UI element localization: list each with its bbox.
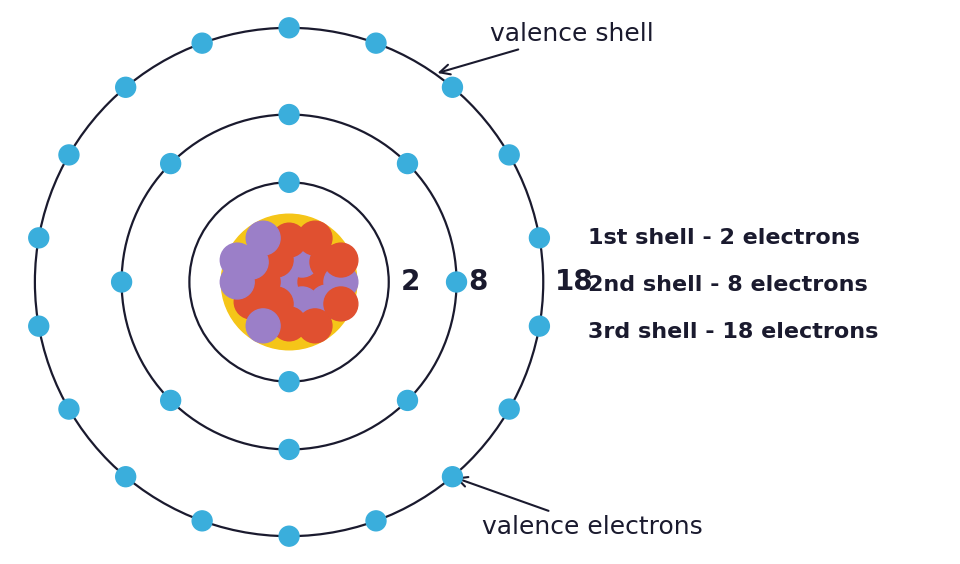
Circle shape bbox=[443, 467, 463, 487]
Text: 1st shell - 2 electrons: 1st shell - 2 electrons bbox=[588, 228, 860, 248]
Circle shape bbox=[324, 265, 358, 299]
Text: valence electrons: valence electrons bbox=[457, 477, 703, 539]
Circle shape bbox=[446, 272, 467, 292]
Circle shape bbox=[192, 33, 212, 53]
Circle shape bbox=[499, 145, 519, 165]
Circle shape bbox=[397, 153, 418, 174]
Circle shape bbox=[298, 221, 332, 255]
Circle shape bbox=[397, 390, 418, 411]
Circle shape bbox=[310, 285, 344, 319]
Circle shape bbox=[59, 399, 79, 419]
Circle shape bbox=[192, 511, 212, 531]
Circle shape bbox=[279, 18, 299, 38]
Circle shape bbox=[222, 214, 357, 350]
Circle shape bbox=[160, 390, 180, 411]
Circle shape bbox=[29, 228, 49, 248]
Circle shape bbox=[285, 287, 319, 321]
Circle shape bbox=[272, 307, 306, 341]
Circle shape bbox=[220, 243, 254, 277]
Circle shape bbox=[111, 272, 132, 292]
Circle shape bbox=[116, 77, 135, 97]
Circle shape bbox=[298, 265, 332, 299]
Circle shape bbox=[246, 221, 280, 255]
Circle shape bbox=[285, 243, 319, 277]
Circle shape bbox=[279, 439, 299, 460]
Circle shape bbox=[160, 153, 180, 174]
Circle shape bbox=[279, 173, 299, 192]
Text: valence shell: valence shell bbox=[440, 22, 654, 74]
Circle shape bbox=[29, 316, 49, 336]
Circle shape bbox=[499, 399, 519, 419]
Circle shape bbox=[366, 511, 386, 531]
Circle shape bbox=[366, 33, 386, 53]
Text: 8: 8 bbox=[468, 268, 488, 296]
Circle shape bbox=[529, 228, 549, 248]
Text: 18: 18 bbox=[555, 268, 594, 296]
Circle shape bbox=[443, 77, 463, 97]
Circle shape bbox=[272, 265, 306, 299]
Circle shape bbox=[234, 285, 268, 319]
Circle shape bbox=[298, 309, 332, 343]
Text: 2: 2 bbox=[400, 268, 420, 296]
Circle shape bbox=[234, 245, 268, 279]
Circle shape bbox=[529, 316, 549, 336]
Circle shape bbox=[279, 526, 299, 546]
Circle shape bbox=[259, 287, 293, 321]
Text: 2nd shell - 8 electrons: 2nd shell - 8 electrons bbox=[588, 275, 868, 295]
Circle shape bbox=[259, 243, 293, 277]
Text: 3rd shell - 18 electrons: 3rd shell - 18 electrons bbox=[588, 322, 878, 342]
Circle shape bbox=[246, 265, 280, 299]
Circle shape bbox=[59, 145, 79, 165]
Circle shape bbox=[220, 265, 254, 299]
Circle shape bbox=[246, 309, 280, 343]
Circle shape bbox=[310, 245, 344, 279]
Circle shape bbox=[279, 372, 299, 391]
Circle shape bbox=[272, 223, 306, 257]
Circle shape bbox=[279, 104, 299, 125]
Circle shape bbox=[116, 467, 135, 487]
Circle shape bbox=[324, 287, 358, 321]
Circle shape bbox=[324, 243, 358, 277]
